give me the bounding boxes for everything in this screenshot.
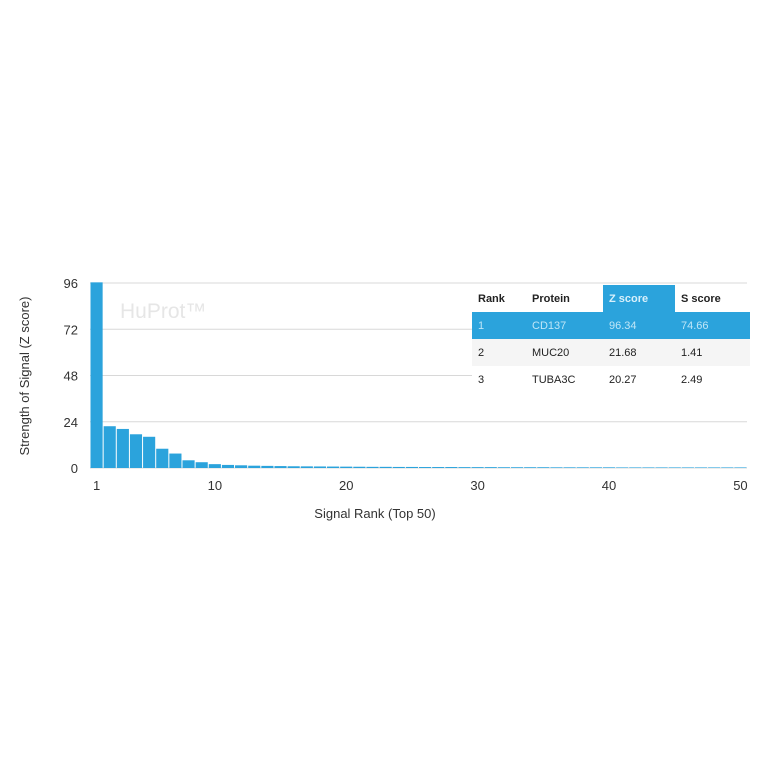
bar-rank-34: [524, 467, 537, 468]
table-row: 3 TUBA3C 20.27 2.49: [472, 366, 750, 393]
header-protein: Protein: [532, 292, 570, 305]
y-tick-label: 0: [71, 461, 78, 476]
bar-rank-46: [681, 467, 694, 468]
y-tick-label: 96: [64, 276, 78, 291]
bar-rank-35: [537, 467, 550, 468]
x-tick-label: 30: [470, 478, 484, 493]
bar-rank-28: [445, 467, 458, 468]
bar-rank-8: [182, 460, 195, 468]
bar-rank-17: [300, 466, 313, 468]
header-z-score: Z score: [603, 285, 675, 312]
bar-rank-18: [313, 466, 327, 468]
bar-rank-23: [379, 466, 392, 468]
bar-rank-9: [195, 462, 208, 468]
x-tick-label: 1: [93, 478, 100, 493]
cell-s-score: 1.41: [681, 346, 703, 359]
bar-rank-1: [90, 282, 103, 468]
cell-protein: MUC20: [532, 346, 570, 359]
y-tick-label: 72: [64, 322, 78, 337]
bar-rank-41: [616, 467, 629, 468]
bar-rank-48: [708, 467, 721, 468]
bar-rank-43: [642, 467, 655, 468]
y-axis-label: Strength of Signal (Z score): [17, 297, 32, 456]
cell-protein: TUBA3C: [532, 373, 576, 386]
bar-rank-5: [143, 436, 156, 468]
bar-rank-29: [458, 467, 471, 468]
cell-z-score: 20.27: [609, 373, 637, 386]
bar-rank-49: [721, 467, 734, 468]
bar-rank-50: [734, 467, 747, 468]
bar-rank-24: [392, 466, 405, 468]
bar-rank-27: [432, 467, 445, 468]
bar-rank-44: [655, 467, 668, 468]
cell-rank: 2: [478, 346, 485, 359]
bar-rank-10: [208, 464, 221, 468]
bar-rank-39: [589, 467, 602, 468]
bar-rank-14: [261, 465, 274, 468]
header-rank: Rank: [478, 292, 505, 305]
bar-rank-19: [327, 466, 340, 468]
cell-s-score: 2.49: [681, 373, 703, 386]
x-tick-label: 40: [602, 478, 616, 493]
bar-rank-22: [366, 466, 379, 468]
x-tick-label: 20: [339, 478, 353, 493]
y-tick-label: 24: [64, 415, 78, 430]
bar-rank-40: [602, 467, 616, 468]
cell-rank: 1: [478, 319, 485, 332]
watermark: HuProt™: [120, 300, 206, 323]
bar-rank-37: [563, 467, 576, 468]
bar-rank-21: [353, 466, 366, 468]
x-tick-label: 10: [208, 478, 222, 493]
bar-rank-12: [235, 465, 248, 468]
bar-rank-6: [156, 448, 169, 468]
cell-z-score: 96.34: [609, 319, 637, 332]
bar-rank-31: [484, 467, 497, 468]
bar-rank-20: [340, 466, 353, 468]
table-row: 1 CD137 96.34 74.66: [472, 312, 750, 339]
bar-rank-11: [221, 464, 235, 468]
cell-z-score: 21.68: [609, 346, 637, 359]
header-s-score: S score: [681, 292, 721, 305]
top-hits-table: Rank Protein Z score S score 1 CD137 96.…: [472, 285, 750, 393]
x-tick-label: 50: [733, 478, 747, 493]
bar-rank-36: [550, 467, 563, 468]
cell-protein: CD137: [532, 319, 567, 332]
bar-rank-15: [274, 466, 287, 468]
bar-rank-13: [248, 465, 261, 468]
y-tick-label: 48: [64, 369, 78, 384]
bar-rank-16: [287, 466, 300, 468]
bar-rank-26: [419, 467, 432, 468]
bar-rank-4: [129, 434, 143, 468]
bar-rank-3: [116, 428, 129, 468]
table-row: 2 MUC20 21.68 1.41: [472, 339, 750, 366]
bar-rank-42: [629, 467, 642, 468]
cell-rank: 3: [478, 373, 485, 386]
bar-rank-47: [694, 467, 708, 468]
x-axis-label: Signal Rank (Top 50): [314, 506, 435, 521]
bar-rank-45: [668, 467, 681, 468]
bar-rank-2: [103, 426, 116, 468]
table-header: Rank Protein Z score S score: [472, 285, 750, 312]
bar-rank-30: [471, 467, 484, 468]
bar-rank-33: [510, 467, 524, 468]
bar-rank-7: [169, 453, 182, 468]
cell-s-score: 74.66: [681, 319, 709, 332]
bar-rank-38: [576, 467, 589, 468]
bar-rank-32: [497, 467, 510, 468]
bar-rank-25: [405, 466, 418, 468]
